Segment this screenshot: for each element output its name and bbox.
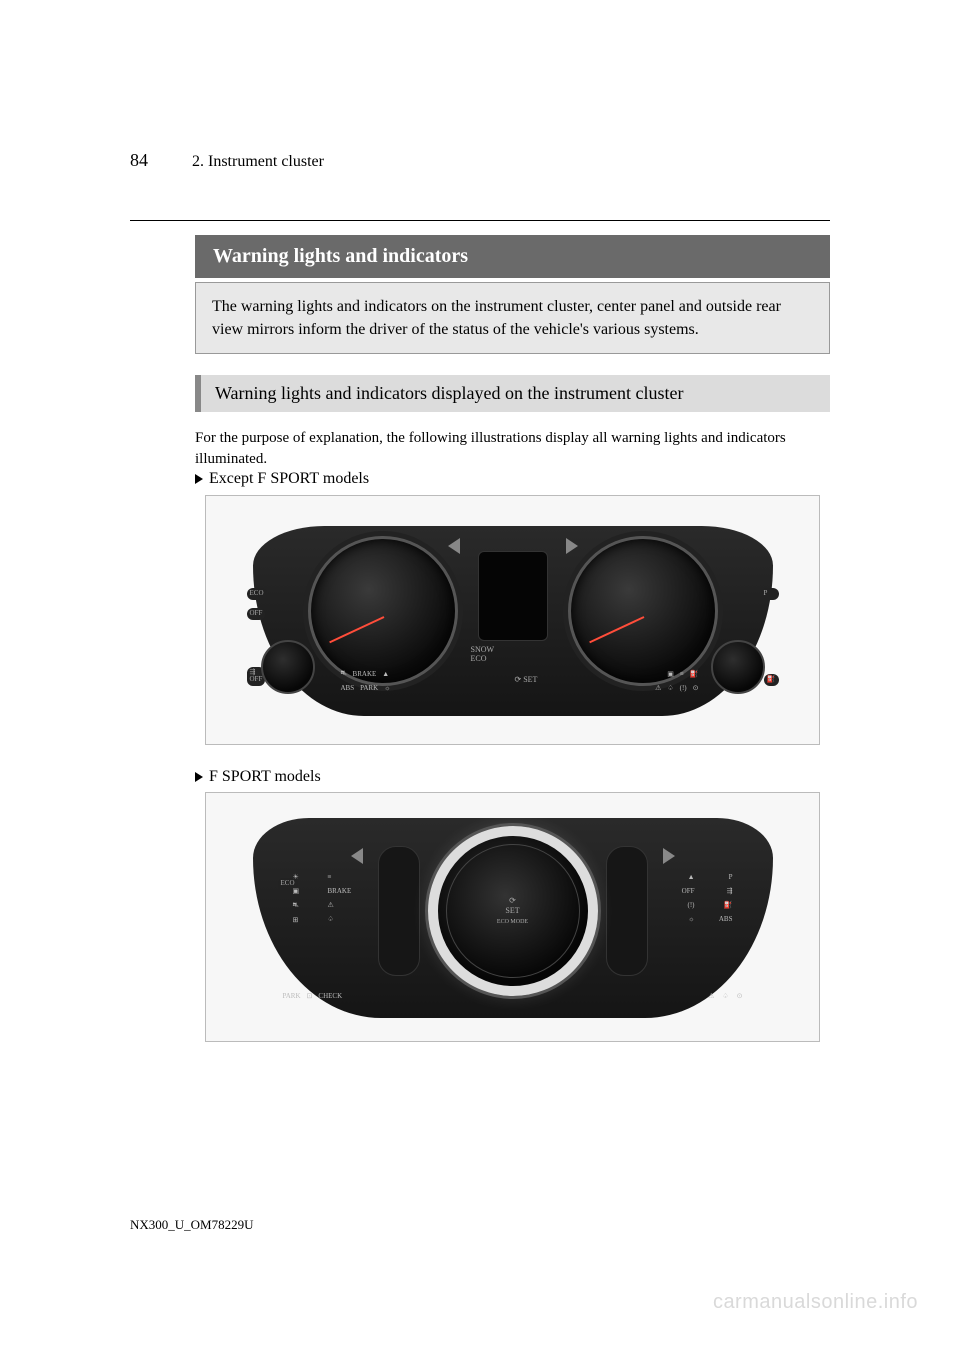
park-label: PARK	[360, 684, 378, 692]
brake-label: BRAKE	[328, 887, 352, 895]
cluster-shell: ECO OFF ⇶OFF P ⛽ SNOW ECO ⟳ SET ⛐ BRAKE …	[253, 526, 773, 716]
page-number: 84	[130, 150, 148, 171]
icon-row-br1: ▣ ≡ ⛽	[667, 670, 698, 678]
needle-icon	[589, 616, 644, 643]
brake-label: BRAKE	[353, 670, 377, 678]
left-lcd	[378, 846, 420, 976]
steering-icon: ⊙	[737, 992, 743, 1000]
variant1-text: Except F SPORT models	[209, 470, 369, 487]
bottom-right-icons: ⚠ ♤ ⊙	[708, 992, 742, 1000]
note-text: For the purpose of explanation, the foll…	[195, 428, 830, 470]
turn-left-icon	[448, 538, 460, 554]
subsection-title: Warning lights and indicators displayed …	[195, 375, 830, 412]
warning-icon: ▲	[688, 873, 695, 881]
turn-right-icon	[663, 848, 675, 864]
variant2-text: F SPORT models	[209, 768, 321, 785]
watermark: carmanualsonline.info	[713, 1291, 918, 1314]
light-icon: ☀	[293, 873, 300, 881]
icon-stack-l1: ☀ ▣ ⛐ ⊞	[293, 873, 300, 924]
center-dial: ⟳ SET ECO MODE	[428, 826, 598, 996]
cruise-set: ⟳ SET	[515, 675, 538, 684]
indicator-icon: ▣	[293, 887, 300, 895]
check-label: CHECK	[318, 992, 342, 1000]
indicator-icon: ≡	[680, 670, 684, 678]
intro-text: The warning lights and indicators on the…	[195, 282, 830, 354]
right-lcd	[606, 846, 648, 976]
mini-gauge-left	[261, 640, 315, 694]
icon-stack-r1: P ⇶ ⛽ ABS	[719, 873, 733, 923]
mini-gauge-right	[711, 640, 765, 694]
triangle-bullet-icon	[195, 772, 203, 782]
breadcrumb: 2. Instrument cluster	[192, 153, 324, 171]
left-dial	[308, 536, 458, 686]
footer-document-id: NX300_U_OM78229U	[130, 1217, 254, 1233]
indicator-icon: ▣	[667, 670, 674, 678]
warning-icon: ⚠	[708, 992, 714, 1000]
right-dial	[568, 536, 718, 686]
warning-icon: ⚠	[328, 901, 352, 909]
seatbelt-icon: ♤	[667, 684, 673, 692]
abs-label: ABS	[719, 915, 733, 923]
triangle-bullet-icon	[195, 474, 203, 484]
slip-icon: ⛐	[293, 901, 300, 910]
variant-label-1: Except F SPORT models	[195, 470, 369, 488]
parking-tab: P	[761, 588, 779, 600]
beam-icon: ≡	[328, 873, 352, 881]
cluster-shell: ⟳ SET ECO MODE ECO ☀ ▣ ⛐ ⊞ ≡ BRAKE ⚠ ♤ P…	[253, 818, 773, 1018]
cluster-figure-standard: ECO OFF ⇶OFF P ⛽ SNOW ECO ⟳ SET ⛐ BRAKE …	[205, 495, 820, 745]
light-icon: ☼	[384, 684, 390, 692]
fuel-icon: ⛽	[724, 901, 733, 909]
center-display	[478, 551, 548, 641]
center-dial-text: ⟳ SET ECO MODE	[497, 896, 528, 927]
indicator-icon: ☼	[688, 915, 694, 923]
abs-label: ABS	[341, 684, 355, 692]
park-label: PARK	[283, 992, 301, 1000]
off-tab: OFF	[247, 608, 266, 620]
icon-row-bl2: ABS PARK ☼	[341, 684, 391, 692]
section-title: Warning lights and indicators	[195, 235, 830, 278]
tpms-icon: (!)	[680, 684, 687, 692]
needle-icon	[329, 616, 384, 643]
indicator-icon: ⊞	[293, 916, 300, 924]
warning-icon: ▲	[382, 670, 389, 678]
icon-stack-r2: ▲ OFF (!) ☼	[682, 873, 695, 923]
turn-right-icon	[566, 538, 578, 554]
fuel-tab: ⛽	[764, 674, 779, 686]
drive-mode-text: SNOW ECO	[471, 646, 495, 664]
airbag-icon: ♤	[722, 992, 728, 1000]
indicator-icon: ⊙	[693, 684, 699, 692]
parking-icon: P	[729, 873, 733, 881]
icon-row-bl1: ⛐ BRAKE ▲	[341, 669, 390, 678]
tpms-icon: (!)	[688, 901, 695, 909]
header-rule	[130, 220, 830, 221]
pcs-icon: ⇶	[727, 887, 733, 895]
icon-row-br2: ⚠ ♤ (!) ⊙	[655, 684, 698, 692]
engine-icon: ⛽	[690, 670, 699, 678]
off-label: OFF	[682, 887, 695, 895]
seatbelt-icon: ♤	[328, 915, 352, 923]
icon-stack-l2: ≡ BRAKE ⚠ ♤	[328, 873, 352, 923]
bottom-left-icons: PARK ⊡ CHECK	[283, 992, 343, 1000]
variant-label-2: F SPORT models	[195, 768, 321, 786]
eco-tab: ECO	[247, 588, 267, 600]
battery-icon: ⊡	[307, 992, 313, 1000]
indicator-icon: ⚠	[655, 684, 661, 692]
turn-left-icon	[351, 848, 363, 864]
cluster-figure-fsport: ⟳ SET ECO MODE ECO ☀ ▣ ⛐ ⊞ ≡ BRAKE ⚠ ♤ P…	[205, 792, 820, 1042]
slip-icon: ⛐	[341, 669, 347, 678]
